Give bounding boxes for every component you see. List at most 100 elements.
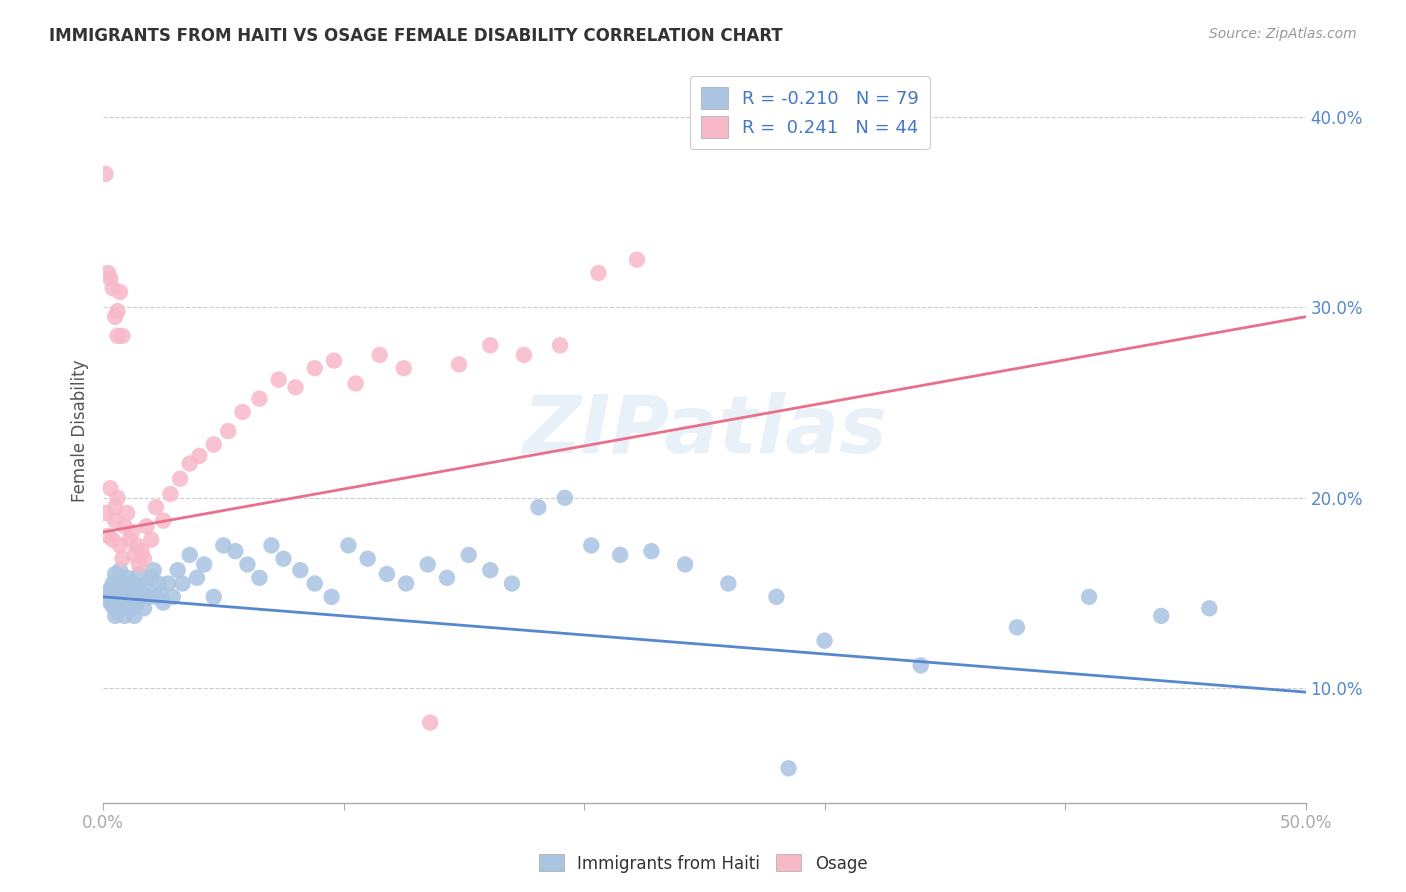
Point: [107, 590, 129, 604]
Point: [118, 586, 141, 600]
Point: [1198, 601, 1220, 615]
Point: [212, 538, 235, 552]
Point: [188, 449, 211, 463]
Text: ZIPatlas: ZIPatlas: [522, 392, 887, 470]
Point: [107, 329, 129, 343]
Point: [162, 590, 184, 604]
Point: [97, 590, 120, 604]
Point: [392, 361, 415, 376]
Point: [323, 353, 346, 368]
Point: [94, 586, 117, 600]
Point: [104, 310, 127, 324]
Point: [179, 457, 201, 471]
Point: [717, 576, 740, 591]
Point: [128, 558, 150, 572]
Point: [202, 437, 225, 451]
Point: [640, 544, 662, 558]
Y-axis label: Female Disability: Female Disability: [72, 359, 89, 502]
Point: [118, 576, 141, 591]
Point: [101, 281, 124, 295]
Point: [149, 586, 172, 600]
Point: [114, 519, 136, 533]
Point: [249, 392, 271, 406]
Text: IMMIGRANTS FROM HAITI VS OSAGE FEMALE DISABILITY CORRELATION CHART: IMMIGRANTS FROM HAITI VS OSAGE FEMALE DI…: [49, 27, 783, 45]
Point: [169, 472, 191, 486]
Point: [125, 538, 148, 552]
Point: [765, 590, 787, 604]
Point: [304, 361, 326, 376]
Point: [101, 533, 124, 547]
Point: [98, 481, 121, 495]
Point: [141, 571, 163, 585]
Point: [179, 548, 201, 562]
Point: [419, 715, 441, 730]
Point: [115, 506, 138, 520]
Point: [778, 761, 800, 775]
Point: [588, 266, 610, 280]
Point: [97, 266, 120, 280]
Point: [124, 576, 146, 591]
Point: [118, 533, 141, 547]
Point: [321, 590, 343, 604]
Point: [111, 582, 134, 597]
Point: [260, 538, 283, 552]
Point: [108, 576, 131, 591]
Point: [172, 576, 194, 591]
Point: [273, 551, 295, 566]
Point: [107, 605, 129, 619]
Point: [368, 348, 391, 362]
Point: [145, 590, 167, 604]
Point: [1150, 608, 1173, 623]
Text: Source: ZipAtlas.com: Source: ZipAtlas.com: [1209, 27, 1357, 41]
Point: [111, 596, 134, 610]
Point: [94, 167, 117, 181]
Point: [132, 601, 155, 615]
Point: [527, 500, 550, 515]
Point: [107, 304, 129, 318]
Point: [513, 348, 536, 362]
Point: [107, 491, 129, 505]
Point: [356, 551, 378, 566]
Point: [104, 608, 127, 623]
Point: [224, 544, 246, 558]
Legend: R = -0.210   N = 79, R =  0.241   N = 44: R = -0.210 N = 79, R = 0.241 N = 44: [690, 76, 929, 149]
Point: [581, 538, 603, 552]
Point: [148, 576, 170, 591]
Point: [284, 380, 307, 394]
Point: [813, 633, 835, 648]
Point: [217, 424, 239, 438]
Point: [98, 582, 121, 597]
Point: [152, 514, 174, 528]
Point: [101, 576, 124, 591]
Legend: Immigrants from Haiti, Osage: Immigrants from Haiti, Osage: [531, 847, 875, 880]
Point: [97, 529, 120, 543]
Point: [436, 571, 458, 585]
Point: [501, 576, 523, 591]
Point: [115, 571, 138, 585]
Point: [236, 558, 259, 572]
Point: [114, 608, 136, 623]
Point: [447, 358, 470, 372]
Point: [202, 590, 225, 604]
Point: [121, 590, 143, 604]
Point: [344, 376, 367, 391]
Point: [108, 285, 131, 299]
Point: [609, 548, 631, 562]
Point: [114, 590, 136, 604]
Point: [128, 582, 150, 597]
Point: [125, 596, 148, 610]
Point: [124, 548, 146, 562]
Point: [479, 563, 502, 577]
Point: [166, 563, 188, 577]
Point: [135, 519, 157, 533]
Point: [290, 563, 312, 577]
Point: [145, 500, 167, 515]
Point: [304, 576, 326, 591]
Point: [115, 599, 138, 614]
Point: [94, 506, 117, 520]
Point: [416, 558, 439, 572]
Point: [457, 548, 479, 562]
Point: [121, 601, 143, 615]
Point: [249, 571, 271, 585]
Point: [375, 566, 398, 581]
